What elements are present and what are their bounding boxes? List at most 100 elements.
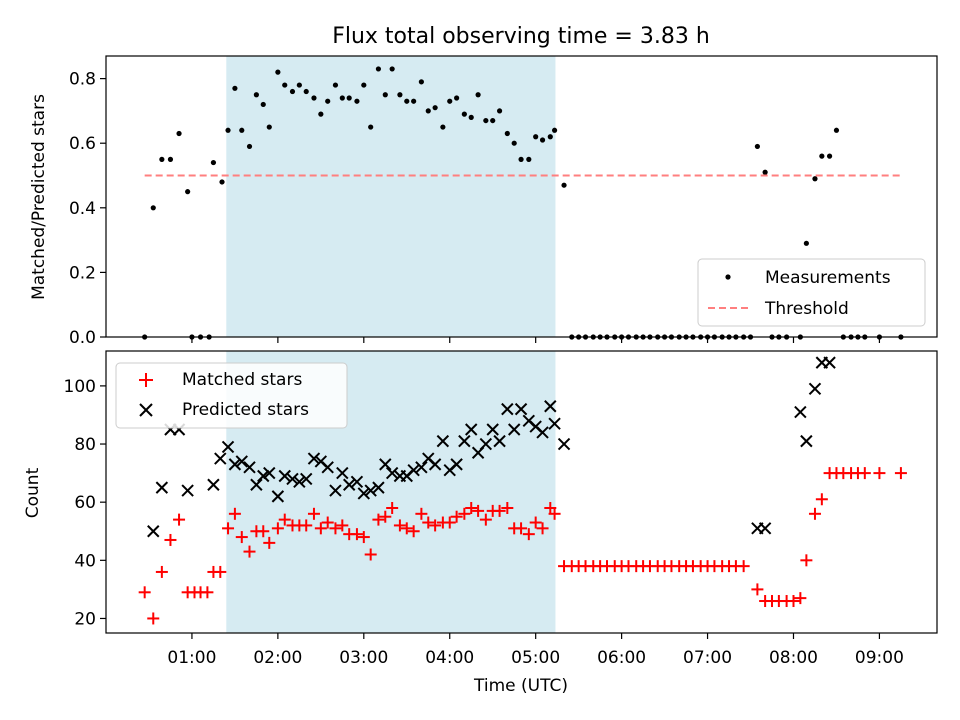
bottom-y-ticks: 20 40 60 80 100 <box>64 377 106 629</box>
matched-star-point <box>329 522 342 535</box>
predicted-star-point <box>479 437 493 451</box>
x-tick-label: 01:00 <box>167 648 216 668</box>
measurement-point <box>397 92 403 98</box>
x-axis-label: Time (UTC) <box>473 676 568 696</box>
measurement-point <box>260 101 266 108</box>
top-observing-window <box>226 56 556 337</box>
predicted-star-point <box>257 469 270 483</box>
bottom-x-ticks: 01:00 02:00 03:00 04:00 05:00 06:00 07:00 08:00… <box>167 633 904 668</box>
measurement-point <box>176 130 182 137</box>
matched-star-point <box>450 510 463 523</box>
measurement-point <box>533 134 539 140</box>
matched-star-point <box>515 522 528 535</box>
top-y-tick-label: 0.0 <box>69 328 96 348</box>
top-x-ticks <box>191 337 881 343</box>
bottom-y-tick-label: 20 <box>74 609 96 629</box>
measurement-point <box>425 108 431 114</box>
x-tick-label: 03:00 <box>339 648 388 668</box>
measurement-point <box>812 176 818 182</box>
predicted-star-point <box>808 382 822 396</box>
bottom-points <box>138 356 907 625</box>
predicted-star-point <box>155 481 169 494</box>
measurement-point <box>754 143 760 150</box>
x-tick-label: 02:00 <box>253 648 302 668</box>
matched-star-point <box>235 531 248 544</box>
matched-star-point <box>522 528 535 541</box>
matched-star-point <box>415 507 428 520</box>
bottom-axes-frame <box>105 350 938 634</box>
predicted-star-point <box>800 434 813 448</box>
predicted-star-point <box>350 475 364 489</box>
matched-star-point <box>472 504 485 517</box>
measurement-point <box>239 127 245 133</box>
matched-star-point <box>257 525 270 538</box>
matched-star-point <box>271 522 284 535</box>
predicted-star-point <box>450 458 463 471</box>
matched-star-point <box>201 586 214 599</box>
matched-star-point <box>458 507 471 520</box>
matched-star-point <box>214 565 227 578</box>
matched-star-point <box>858 467 871 480</box>
matched-star-point <box>465 501 478 514</box>
matched-star-point <box>228 507 241 520</box>
measurement-point <box>819 153 825 159</box>
predicted-star-point <box>536 426 549 439</box>
measurement-point <box>833 127 840 133</box>
measurement-point <box>539 137 546 143</box>
measurement-point <box>432 105 438 111</box>
top-axes-frame <box>105 55 938 338</box>
bottom-y-tick-label: 40 <box>74 551 96 571</box>
matched-star-point <box>321 516 334 529</box>
matched-star-point <box>808 507 821 520</box>
measurement-point <box>185 189 191 195</box>
predicted-star-point <box>548 417 561 430</box>
matched-star-point <box>536 522 549 535</box>
predicted-star-point <box>321 461 334 474</box>
measurement-point <box>518 156 524 162</box>
matched-star-point <box>548 507 561 520</box>
legend-measurements-marker <box>725 274 731 280</box>
predicted-star-point <box>329 484 342 497</box>
matched-star-point <box>429 519 442 532</box>
matched-star-point <box>873 467 886 480</box>
measurement-point <box>404 98 410 104</box>
measurement-point <box>339 95 345 101</box>
measurement-point <box>246 143 253 150</box>
predicted-star-point <box>823 356 836 369</box>
matched-star-point <box>278 513 291 526</box>
measurement-point <box>318 111 324 117</box>
predicted-star-point <box>364 484 377 497</box>
matched-star-point <box>155 565 168 578</box>
matched-star-point <box>164 533 177 546</box>
x-tick-label: 08:00 <box>769 648 818 668</box>
measurement-point <box>389 66 395 72</box>
top-legend: Measurements Threshold <box>697 258 926 327</box>
predicted-star-point <box>235 455 248 468</box>
predicted-star-point <box>147 525 160 538</box>
measurement-point <box>475 92 481 98</box>
matched-star-point <box>263 536 276 549</box>
measurement-point <box>232 85 238 91</box>
predicted-star-point <box>385 466 399 480</box>
legend-predicted-label: Predicted stars <box>182 400 309 420</box>
measurement-point <box>461 111 467 117</box>
legend-matched-label: Matched stars <box>182 370 302 390</box>
matched-star-point <box>386 501 399 514</box>
top-y-ticks: 0.0 0.2 0.4 0.6 0.8 <box>69 70 106 348</box>
matched-star-point <box>501 501 514 514</box>
matched-star-point <box>815 493 828 506</box>
matched-star-point <box>800 554 813 567</box>
measurement-point <box>526 156 532 162</box>
x-tick-label: 09:00 <box>855 648 904 668</box>
measurement-point <box>418 79 424 85</box>
measurement-point <box>159 156 165 162</box>
bottom-legend: Matched stars Predicted stars <box>115 362 348 429</box>
measurement-point <box>210 159 217 166</box>
predicted-star-point <box>342 478 356 491</box>
matched-star-point <box>357 531 370 544</box>
top-y-tick-label: 0.8 <box>69 70 96 90</box>
matched-star-point <box>751 583 764 596</box>
predicted-star-point <box>286 472 299 486</box>
measurement-point <box>266 124 272 130</box>
